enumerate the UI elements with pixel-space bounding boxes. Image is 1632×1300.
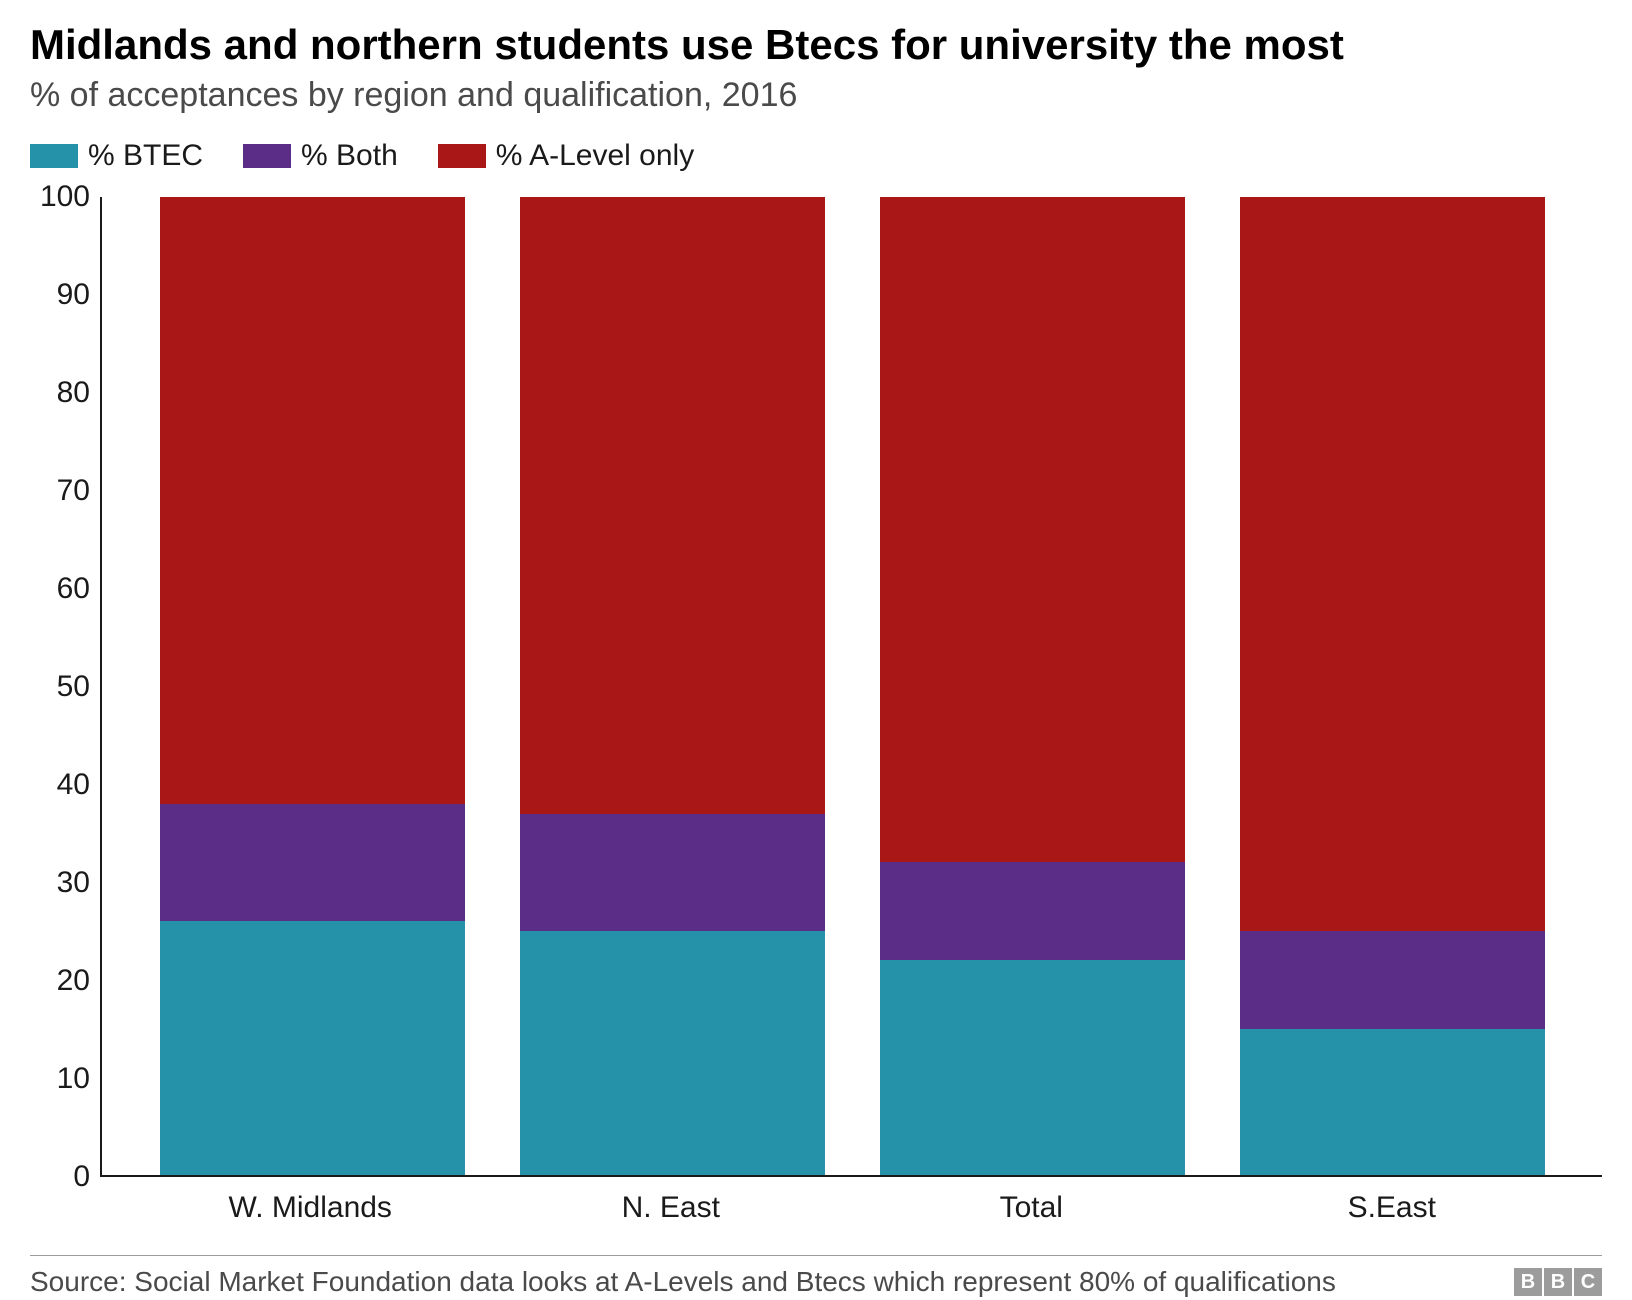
legend-item-both: % Both [243, 139, 398, 173]
x-label: Total [879, 1177, 1184, 1225]
footer: Source: Social Market Foundation data lo… [30, 1255, 1602, 1298]
x-label: S.East [1239, 1177, 1544, 1225]
y-tick: 70 [57, 474, 90, 508]
y-tick: 10 [57, 1062, 90, 1096]
y-tick: 30 [57, 866, 90, 900]
bar-segment-alevel [160, 197, 465, 803]
legend-label-alevel: % A-Level only [496, 139, 694, 173]
bar-segment-both [520, 814, 825, 931]
y-tick: 20 [57, 964, 90, 998]
chart-container: Midlands and northern students use Btecs… [0, 0, 1632, 1300]
legend-item-btec: % BTEC [30, 139, 203, 173]
bar-segment-both [1240, 931, 1545, 1029]
chart-area: 0102030405060708090100 [30, 197, 1602, 1177]
legend: % BTEC % Both % A-Level only [30, 139, 1602, 173]
bar [520, 197, 825, 1175]
bar [880, 197, 1185, 1175]
bbc-box-2: B [1544, 1268, 1572, 1296]
plot-area [100, 197, 1602, 1177]
bar [160, 197, 465, 1175]
x-label: W. Midlands [158, 1177, 463, 1225]
y-tick: 60 [57, 572, 90, 606]
bar-segment-btec [520, 931, 825, 1176]
bar-segment-alevel [520, 197, 825, 813]
legend-swatch-both [243, 144, 291, 168]
y-tick: 40 [57, 768, 90, 802]
legend-swatch-btec [30, 144, 78, 168]
bar-segment-alevel [1240, 197, 1545, 931]
y-tick: 80 [57, 376, 90, 410]
bar-segment-btec [880, 960, 1185, 1175]
bars [102, 197, 1602, 1175]
chart-title: Midlands and northern students use Btecs… [30, 20, 1602, 70]
bar-segment-both [160, 804, 465, 921]
legend-label-both: % Both [301, 139, 398, 173]
x-label: N. East [518, 1177, 823, 1225]
chart-subtitle: % of acceptances by region and qualifica… [30, 76, 1602, 115]
legend-swatch-alevel [438, 144, 486, 168]
y-axis: 0102030405060708090100 [30, 197, 100, 1177]
bar-segment-alevel [880, 197, 1185, 862]
y-tick: 100 [40, 180, 90, 214]
bar [1240, 197, 1545, 1175]
bar-segment-btec [1240, 1029, 1545, 1176]
legend-label-btec: % BTEC [88, 139, 203, 173]
bbc-box-1: B [1514, 1268, 1542, 1296]
x-axis-labels: W. Midlands N. East Total S.East [100, 1177, 1602, 1225]
source-text: Source: Social Market Foundation data lo… [30, 1266, 1336, 1298]
y-tick: 50 [57, 670, 90, 704]
bbc-box-3: C [1574, 1268, 1602, 1296]
y-tick: 90 [57, 278, 90, 312]
bar-segment-both [880, 862, 1185, 960]
bar-segment-btec [160, 921, 465, 1175]
legend-item-alevel: % A-Level only [438, 139, 694, 173]
bbc-logo: B B C [1514, 1268, 1602, 1296]
y-tick: 0 [73, 1160, 90, 1194]
